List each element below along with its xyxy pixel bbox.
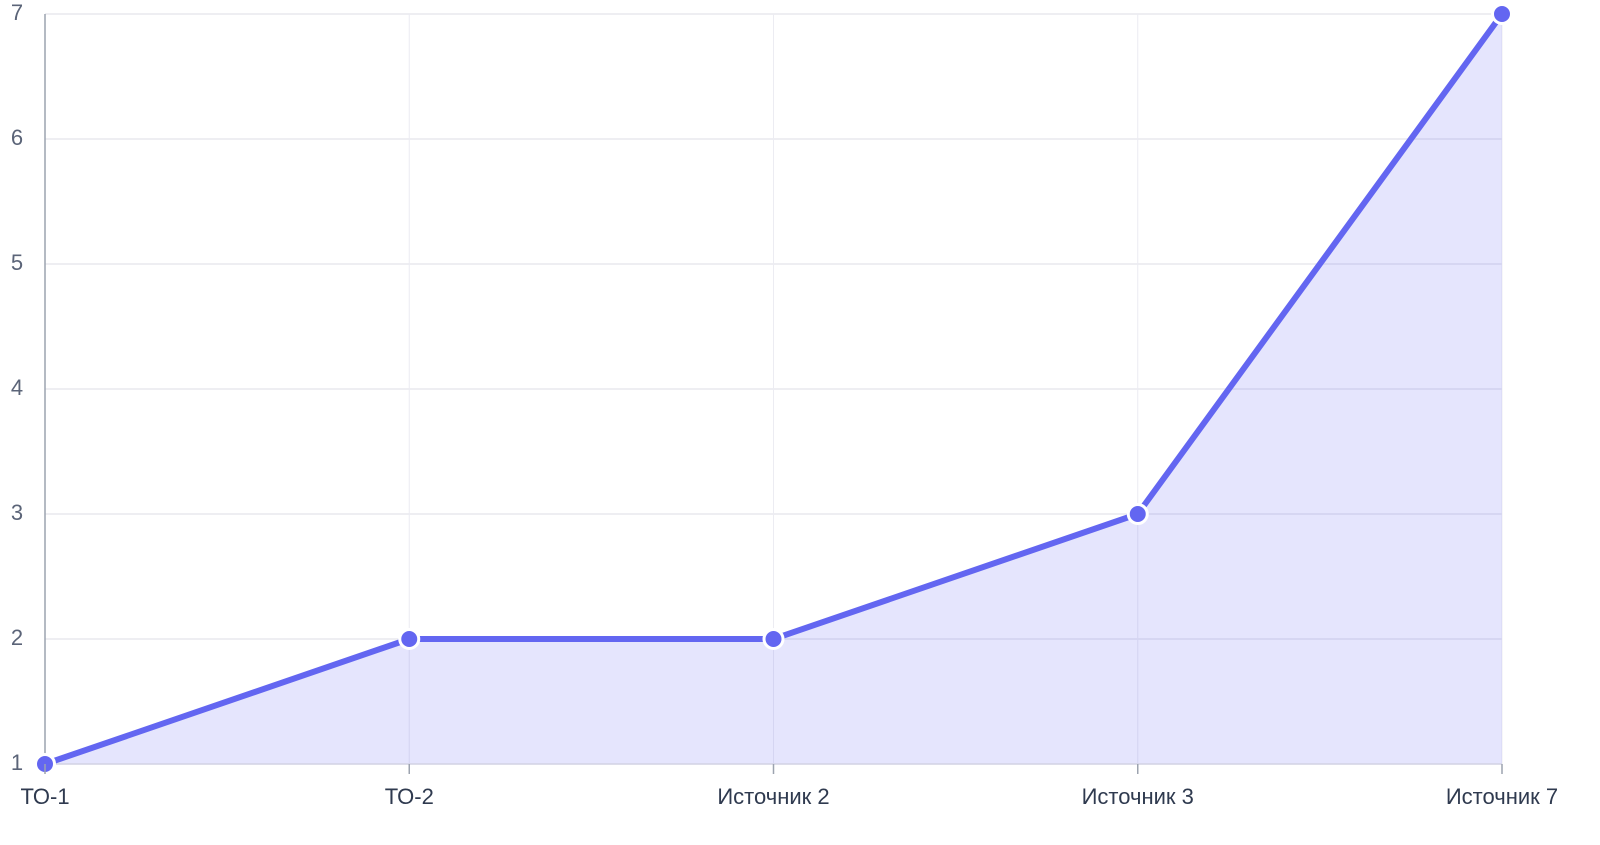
x-tick-label: Источник 2 <box>717 784 829 809</box>
area-fill <box>45 14 1502 764</box>
point <box>1491 3 1513 25</box>
y-tick-label: 6 <box>11 125 23 150</box>
x-tick-label: ТО-2 <box>385 784 434 809</box>
y-tick-label: 4 <box>11 375 23 400</box>
y-tick-label: 1 <box>11 750 23 775</box>
x-tick-label: Источник 7 <box>1446 784 1558 809</box>
point <box>398 628 421 650</box>
y-tick-label: 2 <box>11 625 23 650</box>
point <box>762 628 785 650</box>
x-tick-label: ТО-1 <box>20 784 69 809</box>
y-tick-label: 3 <box>11 500 23 525</box>
x-tick-label: Источник 3 <box>1082 784 1194 809</box>
y-tick-label: 5 <box>11 250 23 275</box>
y-tick-label: 7 <box>11 0 23 25</box>
point <box>1126 503 1149 525</box>
